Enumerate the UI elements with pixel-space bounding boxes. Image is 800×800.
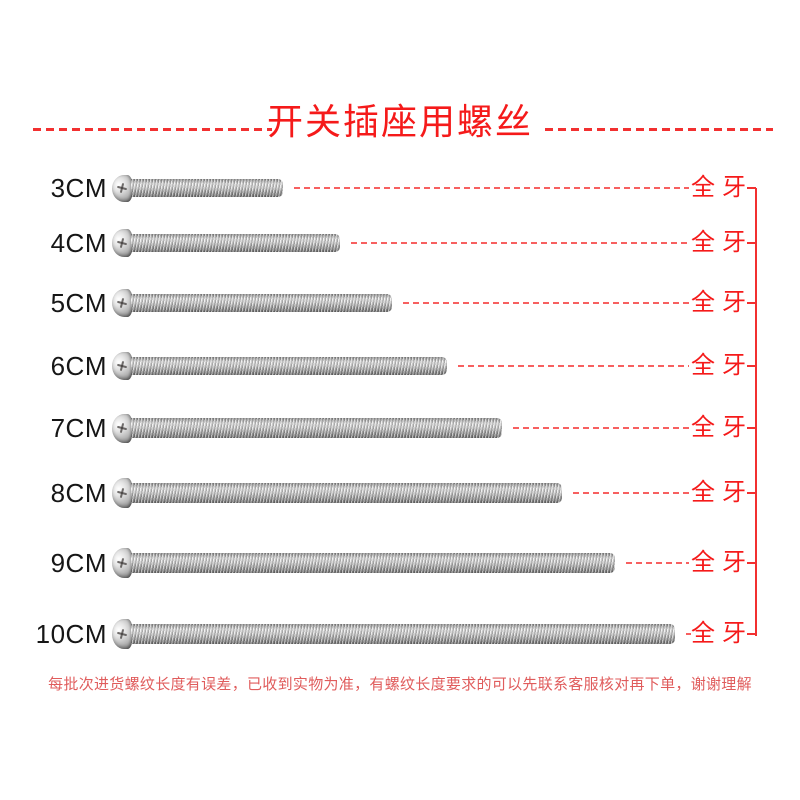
screw-head	[112, 618, 133, 650]
measurement-label: 3CM	[50, 173, 107, 203]
phillips-cross	[116, 237, 128, 249]
thread-type-label: 全牙	[691, 352, 753, 379]
title-banner: 开关插座用螺丝	[0, 100, 800, 146]
title-dash-right	[545, 128, 773, 131]
measurement-label: 6CM	[50, 351, 107, 381]
screw-photo	[112, 548, 615, 578]
connector-dash	[747, 187, 756, 189]
measurement-label: 10CM	[35, 619, 107, 649]
screw-shaft	[131, 418, 502, 438]
thread-type-label: 全牙	[691, 174, 753, 201]
thread-type-label: 全牙	[691, 229, 753, 256]
connector-dash	[747, 562, 756, 564]
phillips-cross	[116, 297, 128, 309]
screw-shaft	[131, 483, 562, 503]
phillips-cross	[116, 557, 128, 569]
connector-dash	[747, 242, 756, 244]
screw-shaft	[131, 553, 615, 573]
leader-dash-line	[573, 492, 689, 494]
leader-dash-line	[513, 427, 689, 429]
screw-head	[112, 548, 133, 578]
screw-shaft	[131, 356, 447, 376]
leader-dash-line	[403, 302, 689, 304]
screw-shaft	[131, 233, 340, 253]
leader-dash-line	[351, 242, 689, 244]
leader-dash-line	[458, 365, 689, 367]
measurement-label: 4CM	[50, 228, 107, 258]
phillips-cross	[116, 628, 128, 640]
page-title: 开关插座用螺丝	[266, 101, 533, 142]
screw-shaft	[131, 623, 675, 645]
bracket-line	[755, 188, 757, 636]
thread-type-label: 全牙	[691, 414, 753, 441]
title-dash-left	[33, 128, 272, 131]
screw-head	[112, 351, 133, 381]
screw-head	[112, 413, 133, 443]
leader-dash-line	[686, 633, 691, 635]
connector-dash	[747, 365, 756, 367]
connector-dash	[747, 633, 756, 635]
screw-head	[112, 174, 133, 202]
connector-dash	[747, 427, 756, 429]
screw-shaft	[131, 179, 283, 197]
leader-dash-line	[294, 187, 689, 189]
thread-type-label: 全牙	[691, 289, 753, 316]
phillips-cross	[116, 360, 128, 372]
measurement-label: 9CM	[50, 548, 107, 578]
screw-photo	[112, 351, 447, 381]
screw-head	[112, 229, 133, 257]
screw-photo	[112, 618, 675, 650]
screw-photo	[112, 413, 502, 443]
screw-shaft	[131, 293, 392, 313]
thread-type-label: 全牙	[691, 620, 753, 647]
measurement-label: 8CM	[50, 478, 107, 508]
phillips-cross	[116, 182, 128, 194]
connector-dash	[747, 492, 756, 494]
connector-dash	[747, 302, 756, 304]
thread-type-label: 全牙	[691, 479, 753, 506]
phillips-cross	[116, 422, 128, 434]
disclaimer-text: 每批次进货螺纹长度有误差，已收到实物为准，有螺纹长度要求的可以先联系客服核对再下…	[48, 676, 752, 693]
screw-head	[112, 289, 133, 317]
measurement-label: 5CM	[50, 288, 107, 318]
phillips-cross	[116, 487, 128, 499]
measurement-label: 7CM	[50, 413, 107, 443]
leader-dash-line	[626, 562, 689, 564]
thread-type-label: 全牙	[691, 549, 753, 576]
screw-photo	[112, 229, 340, 257]
screw-photo	[112, 174, 283, 202]
screw-head	[112, 478, 133, 508]
screw-photo	[112, 289, 392, 317]
screw-photo	[112, 478, 562, 508]
